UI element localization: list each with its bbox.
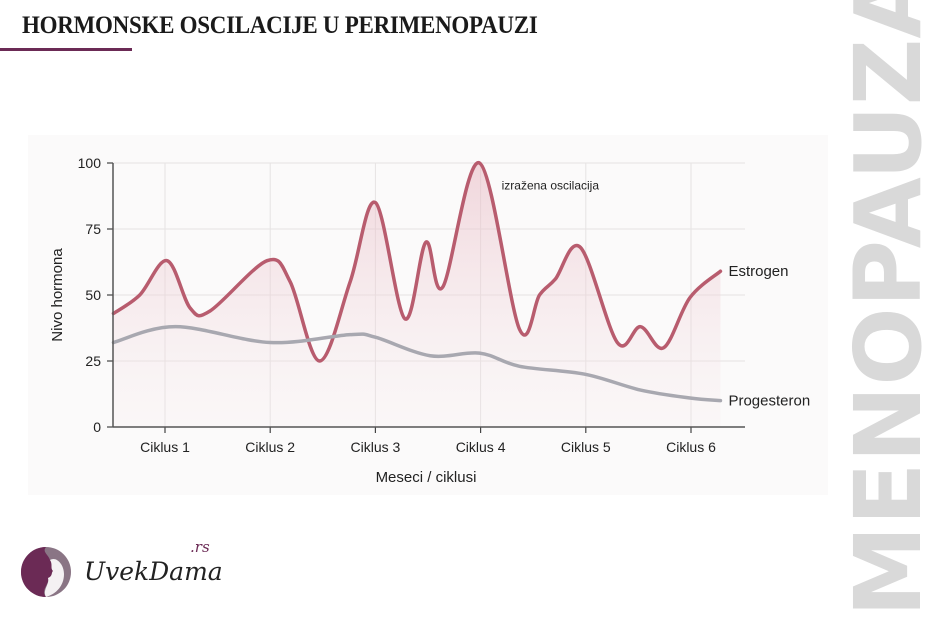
x-tick-label: Ciklus 6 xyxy=(666,439,716,455)
y-tick-label: 0 xyxy=(93,419,101,435)
x-tick-label: Ciklus 4 xyxy=(456,439,506,455)
title-underline xyxy=(0,48,132,51)
brand-logo-icon xyxy=(21,547,71,597)
x-tick-label: Ciklus 5 xyxy=(561,439,611,455)
y-tick-label: 50 xyxy=(85,287,101,303)
x-axis-label: Meseci / ciklusi xyxy=(376,469,477,486)
x-tick-label: Ciklus 2 xyxy=(245,439,295,455)
estrogen-line xyxy=(111,161,723,363)
brand-tld: .rs xyxy=(190,538,210,556)
y-axis-label: Nivo hormona xyxy=(49,248,66,342)
progesteron-line xyxy=(111,324,723,403)
brand-name: UvekDama xyxy=(84,557,223,586)
estrogen-area xyxy=(113,162,721,427)
y-tick-label: 75 xyxy=(85,221,101,237)
x-tick-label: Ciklus 3 xyxy=(351,439,401,455)
annotation-label: izražena oscilacija xyxy=(502,178,600,192)
progesteron-series-label: Progesteron xyxy=(728,393,810,410)
y-tick-label: 100 xyxy=(78,155,102,171)
page-title: HORMONSKE OSCILACIJE U PERIMENOPAUZI xyxy=(22,12,538,39)
x-tick-label: Ciklus 1 xyxy=(140,439,190,455)
y-tick-label: 25 xyxy=(85,353,101,369)
estrogen-series-label: Estrogen xyxy=(728,263,788,280)
